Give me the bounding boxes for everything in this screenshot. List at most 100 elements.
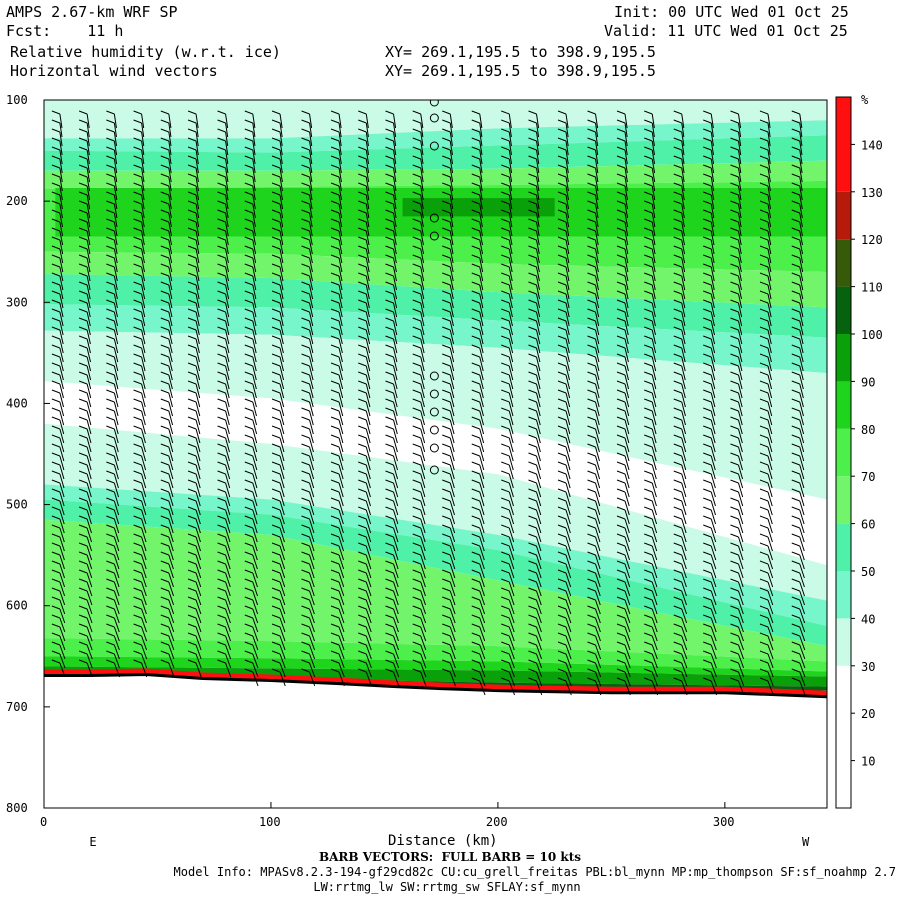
wind-barb xyxy=(471,524,485,543)
wind-barb xyxy=(644,380,657,399)
wind-barb xyxy=(412,641,427,660)
wind-barb xyxy=(644,596,658,615)
wind-barb xyxy=(244,344,257,363)
wind-barb xyxy=(385,506,399,525)
wind-barb xyxy=(106,227,118,246)
wind-barb xyxy=(412,650,427,669)
wind-barb xyxy=(301,479,315,498)
wind-barb xyxy=(385,245,397,264)
wind-barb xyxy=(616,533,630,552)
wind-barb xyxy=(412,191,424,210)
wind-barb xyxy=(616,596,631,615)
wind-barb xyxy=(217,290,230,309)
wind-barb xyxy=(442,119,453,138)
wind-barb xyxy=(187,389,201,408)
wind-barb xyxy=(301,164,313,183)
wind-barb xyxy=(78,155,90,174)
wind-barb xyxy=(160,524,174,543)
wind-barb xyxy=(557,155,569,174)
wind-barb xyxy=(217,470,231,489)
wind-barb xyxy=(51,470,65,489)
wind-barb xyxy=(160,479,174,498)
wind-barb xyxy=(528,614,542,633)
wind-barb xyxy=(442,335,455,354)
wind-barb xyxy=(133,569,147,588)
wind-barb xyxy=(557,623,572,642)
wind-barb xyxy=(330,434,344,453)
wind-barb xyxy=(528,641,543,660)
wind-barb xyxy=(330,515,344,534)
wind-barb xyxy=(759,596,774,615)
wind-barb xyxy=(644,137,655,156)
wind-barb xyxy=(587,533,601,552)
wind-barb xyxy=(78,551,93,570)
wind-barb xyxy=(244,308,257,327)
wind-barb xyxy=(471,227,483,246)
wind-barb xyxy=(703,209,715,228)
wind-barb xyxy=(587,614,601,633)
wind-barb xyxy=(78,470,92,489)
wind-barb xyxy=(616,380,630,399)
wind-barb xyxy=(791,533,805,552)
wind-barb xyxy=(616,371,630,390)
wind-barb xyxy=(557,344,570,363)
wind-barb xyxy=(501,488,514,507)
wind-barb xyxy=(528,272,540,291)
wind-barb xyxy=(412,596,427,615)
wind-barb xyxy=(703,245,715,264)
wind-barb xyxy=(301,218,313,237)
wind-barb xyxy=(217,587,231,606)
wind-barb xyxy=(330,299,343,318)
wind-barb xyxy=(703,569,717,588)
wind-barb xyxy=(301,632,316,651)
wind-barb xyxy=(759,668,774,687)
wind-barb xyxy=(244,668,259,687)
wind-barb xyxy=(330,506,344,525)
wind-barb xyxy=(160,659,175,678)
wind-barb xyxy=(133,578,147,597)
wind-barb xyxy=(358,596,372,615)
wind-barb xyxy=(557,380,571,399)
wind-barb xyxy=(587,308,600,327)
wind-barb xyxy=(703,254,715,273)
wind-barb xyxy=(187,623,202,642)
wind-barb xyxy=(703,632,717,651)
wind-barb xyxy=(160,587,175,606)
wind-barb xyxy=(160,290,173,309)
wind-barb xyxy=(616,155,628,174)
wind-barb xyxy=(358,371,371,390)
wind-barb xyxy=(244,452,258,471)
wind-barb xyxy=(187,614,202,633)
wind-barb xyxy=(412,245,425,264)
wind-barb xyxy=(51,587,66,606)
wind-barb xyxy=(703,317,715,336)
wind-barb xyxy=(528,164,540,183)
wind-barb xyxy=(385,452,399,471)
wind-barb xyxy=(501,119,512,138)
wind-barb xyxy=(244,488,258,507)
wind-barb xyxy=(471,542,485,561)
wind-barb xyxy=(471,605,486,624)
wind-barb xyxy=(644,236,656,255)
wind-barb xyxy=(160,605,175,624)
wind-barb xyxy=(217,272,230,291)
wind-barb xyxy=(106,542,120,561)
wind-barb xyxy=(51,434,65,453)
wind-barb xyxy=(528,353,541,372)
wind-barb xyxy=(791,605,806,624)
wind-barb xyxy=(106,353,119,372)
wind-barb xyxy=(330,308,343,327)
wind-barb xyxy=(616,425,630,444)
wind-barb xyxy=(471,353,484,372)
wind-barb xyxy=(244,227,257,246)
wind-barb xyxy=(385,227,397,246)
wind-barb xyxy=(644,191,656,210)
wind-barb xyxy=(759,155,771,174)
wind-barb xyxy=(160,119,172,138)
wind-barb xyxy=(217,353,230,372)
wind-barb xyxy=(271,281,284,300)
wind-barb xyxy=(730,533,744,552)
wind-barb xyxy=(385,425,398,444)
wind-barb xyxy=(78,110,90,129)
